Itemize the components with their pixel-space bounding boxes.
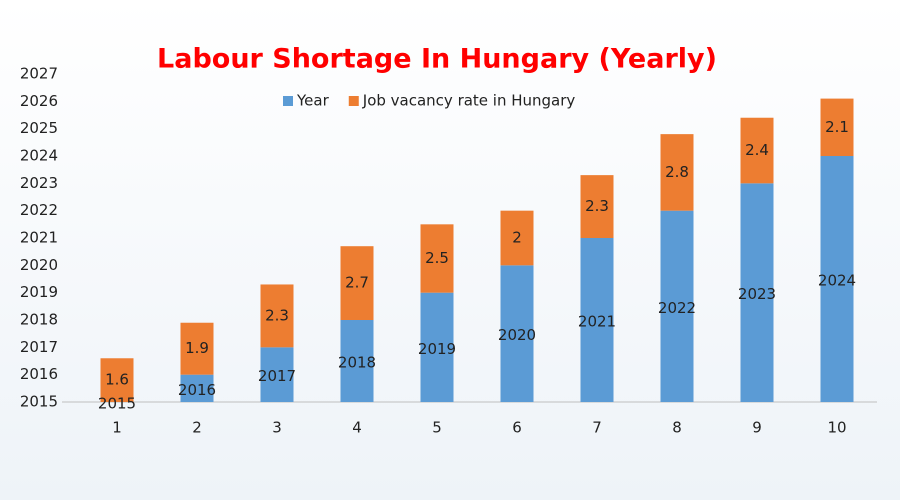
bar	[500, 265, 534, 402]
x-tick-label: 2	[192, 419, 202, 437]
data-label: 2.8	[665, 163, 689, 181]
y-tick-label: 2023	[20, 174, 58, 192]
bar	[260, 347, 294, 402]
data-label: 2020	[498, 326, 536, 344]
bar	[420, 292, 454, 402]
bar	[580, 175, 614, 238]
data-label: 2.1	[825, 118, 849, 136]
data-label: 2016	[178, 381, 216, 399]
bar	[740, 183, 774, 402]
x-tick-label: 10	[827, 419, 846, 437]
y-tick-label: 2025	[20, 119, 58, 137]
data-label: 2.3	[585, 197, 609, 215]
bar	[180, 374, 214, 402]
bar	[260, 284, 294, 348]
data-label: 2.5	[425, 249, 449, 267]
legend-swatch	[348, 96, 359, 106]
legend-swatch	[283, 96, 293, 106]
bar	[580, 238, 614, 402]
x-tick-label: 3	[272, 419, 282, 437]
bar	[100, 358, 134, 402]
data-label: 2.7	[345, 274, 369, 292]
bar	[660, 210, 694, 402]
bar	[420, 224, 454, 293]
y-tick-label: 2026	[20, 92, 58, 110]
legend-label: Year	[296, 92, 330, 110]
bar	[340, 246, 374, 320]
data-label: 2021	[578, 313, 616, 331]
x-tick-label: 4	[352, 419, 362, 437]
x-tick-label: 5	[432, 419, 442, 437]
x-tick-label: 9	[752, 419, 762, 437]
bar	[820, 98, 854, 156]
data-label: 2022	[658, 299, 696, 317]
bar	[660, 134, 694, 211]
data-label: 2023	[738, 285, 776, 303]
x-tick-label: 7	[592, 419, 602, 437]
data-label: 2018	[338, 354, 376, 372]
bar	[180, 322, 214, 375]
data-label: 2	[512, 229, 522, 247]
data-label: 2019	[418, 340, 456, 358]
x-tick-label: 8	[672, 419, 682, 437]
y-tick-label: 2021	[20, 229, 58, 247]
bar	[820, 156, 854, 402]
y-tick-label: 2015	[20, 393, 58, 411]
x-tick-label: 1	[112, 419, 122, 437]
y-tick-label: 2024	[20, 147, 58, 165]
y-tick-label: 2016	[20, 365, 58, 383]
y-tick-label: 2027	[20, 65, 58, 83]
data-label: 1.9	[185, 339, 209, 357]
data-label: 2017	[258, 367, 296, 385]
x-tick-label: 6	[512, 419, 522, 437]
chart-title: Labour Shortage In Hungary (Yearly)	[157, 44, 717, 75]
y-tick-label: 2020	[20, 256, 58, 274]
y-tick-label: 2018	[20, 311, 58, 329]
data-label: 2015	[98, 395, 136, 413]
data-label: 2.3	[265, 306, 289, 324]
legend-label: Job vacancy rate in Hungary	[362, 92, 576, 110]
bar	[340, 320, 374, 402]
y-tick-label: 2019	[20, 283, 58, 301]
y-tick-label: 2017	[20, 338, 58, 356]
bar	[740, 117, 774, 184]
data-label: 2024	[818, 272, 856, 290]
data-label: 1.6	[105, 371, 129, 389]
y-tick-label: 2022	[20, 201, 58, 219]
bar	[500, 210, 534, 266]
data-label: 2.4	[745, 141, 769, 159]
